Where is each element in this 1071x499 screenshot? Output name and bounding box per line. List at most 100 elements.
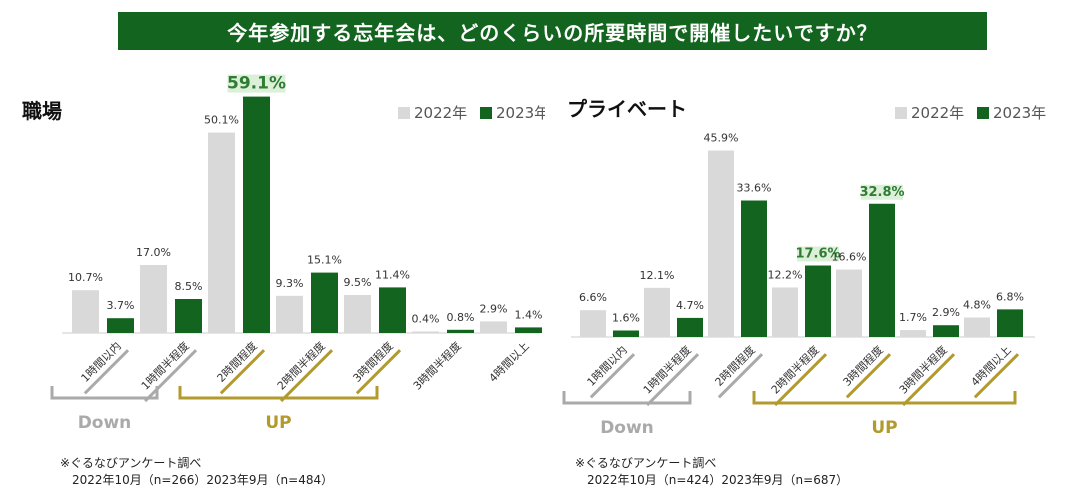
value-label: 9.3% [276,277,304,290]
bar [140,265,167,333]
bar [344,295,371,333]
up-bracket [752,391,1017,405]
value-label: 8.5% [175,280,203,293]
banner-title: 今年参加する忘年会は、どのくらいの所要時間で開催したいですか？ [118,12,987,50]
value-label: 15.1% [307,254,342,267]
category-label-group: 4時間以上 [487,340,532,385]
category-label-group: 1時間半程度 [640,343,700,407]
value-label: 12.1% [640,269,675,282]
down-bracket [50,386,159,400]
bar [677,317,703,337]
category-label-group: 1時間半程度 [138,339,198,403]
bar [805,265,831,337]
value-label: 11.4% [375,268,410,281]
category-underline [973,353,1020,399]
bar [836,269,862,337]
up-label: UP [871,418,897,438]
legend-label-1: 2023年 [993,104,1046,122]
value-label: 33.6% [737,182,772,195]
category-label: 2時間半程度 [274,339,328,393]
legend-swatch-0 [398,107,410,119]
bar [480,321,507,333]
bar [933,325,959,337]
category-label: 1時間半程度 [640,343,694,397]
value-label: 32.8% [859,185,904,200]
chart-title: 職場 [22,99,62,123]
value-label: 6.6% [579,291,607,304]
category-label: 1時間半程度 [138,339,192,393]
value-label: 17.6% [795,247,840,262]
category-underline [646,353,700,407]
category-underline [774,353,828,407]
down-bracket [562,391,692,405]
note-workplace: ※ぐるなびアンケート調べ 2022年10月（n=266）2023年9月（n=48… [60,455,333,489]
value-label: 1.6% [612,312,640,325]
value-label: 59.1% [227,74,286,94]
highlight-bg [797,246,839,262]
bar [997,309,1023,337]
down-label: Down [78,413,132,433]
legend-swatch-0 [895,107,907,119]
bar [208,132,235,333]
bar [772,287,798,337]
bar [708,150,734,337]
note-line-2: 2022年10月（n=424）2023年9月（n=687） [587,473,849,487]
category-label-group: 1時間以内 [78,339,130,395]
highlight-bg [861,184,903,200]
value-label: 50.1% [204,114,239,127]
bar [412,331,439,333]
value-label: 2.9% [932,306,960,319]
category-label-group: 2時間程度 [712,343,764,399]
legend-label-1: 2023年 [496,104,545,122]
bar [243,96,270,333]
category-underline [144,349,198,403]
value-label: 1.4% [515,308,543,321]
category-label-group: 3時間半程度 [410,339,464,393]
category-label: 3時間半程度 [410,339,464,393]
legend-swatch-1 [977,107,989,119]
note-line-1: ※ぐるなびアンケート調べ [575,456,717,470]
category-label-group: 2時間半程度 [768,343,828,407]
category-label: 4時間以上 [487,340,532,385]
down-label: Down [600,418,654,438]
value-label: 45.9% [704,132,739,145]
bar [741,200,767,337]
up-label: UP [265,413,291,433]
category-underline [589,353,636,399]
category-label-group: 3時間半程度 [896,343,956,407]
bar [72,290,99,333]
category-underline [219,349,266,395]
bar [644,287,670,337]
legend-label-0: 2022年 [911,104,964,122]
category-underline [717,353,764,399]
bar [964,317,990,337]
bar [276,295,303,333]
category-label-group: 3時間程度 [350,339,402,395]
legend-swatch-1 [480,107,492,119]
bar [613,330,639,337]
bar [900,330,926,337]
value-label: 9.5% [344,276,372,289]
bar [379,287,406,333]
up-bracket [178,386,379,400]
bar [107,318,134,333]
category-label: 2時間半程度 [768,343,822,397]
chart-title: プライベート [567,97,687,121]
value-label: 2.9% [480,302,508,315]
bar [515,327,542,333]
highlight-bg [227,74,286,93]
chart-workplace: 職場 2022年 2023年 10.7% 3.7% 1時間以内 17.0% 8.5% 1時間半程… [22,74,545,433]
chart-private: プライベート 2022年 2023年 6.6% 1.6% 1時間以内 12.1% 4.7% 1時… [562,97,1046,438]
bar [447,329,474,333]
bar [580,310,606,337]
bar [869,203,895,337]
category-label-group: 1時間以内 [584,343,636,399]
category-label-group: 4時間以上 [969,344,1020,399]
category-underline [845,353,892,399]
value-label: 6.8% [996,290,1024,303]
category-label-group: 2時間程度 [214,339,266,395]
value-label: 1.7% [899,311,927,324]
note-line-2: 2022年10月（n=266）2023年9月（n=484） [72,473,334,487]
category-label-group: 3時間程度 [840,343,892,399]
category-label: 3時間半程度 [896,343,950,397]
